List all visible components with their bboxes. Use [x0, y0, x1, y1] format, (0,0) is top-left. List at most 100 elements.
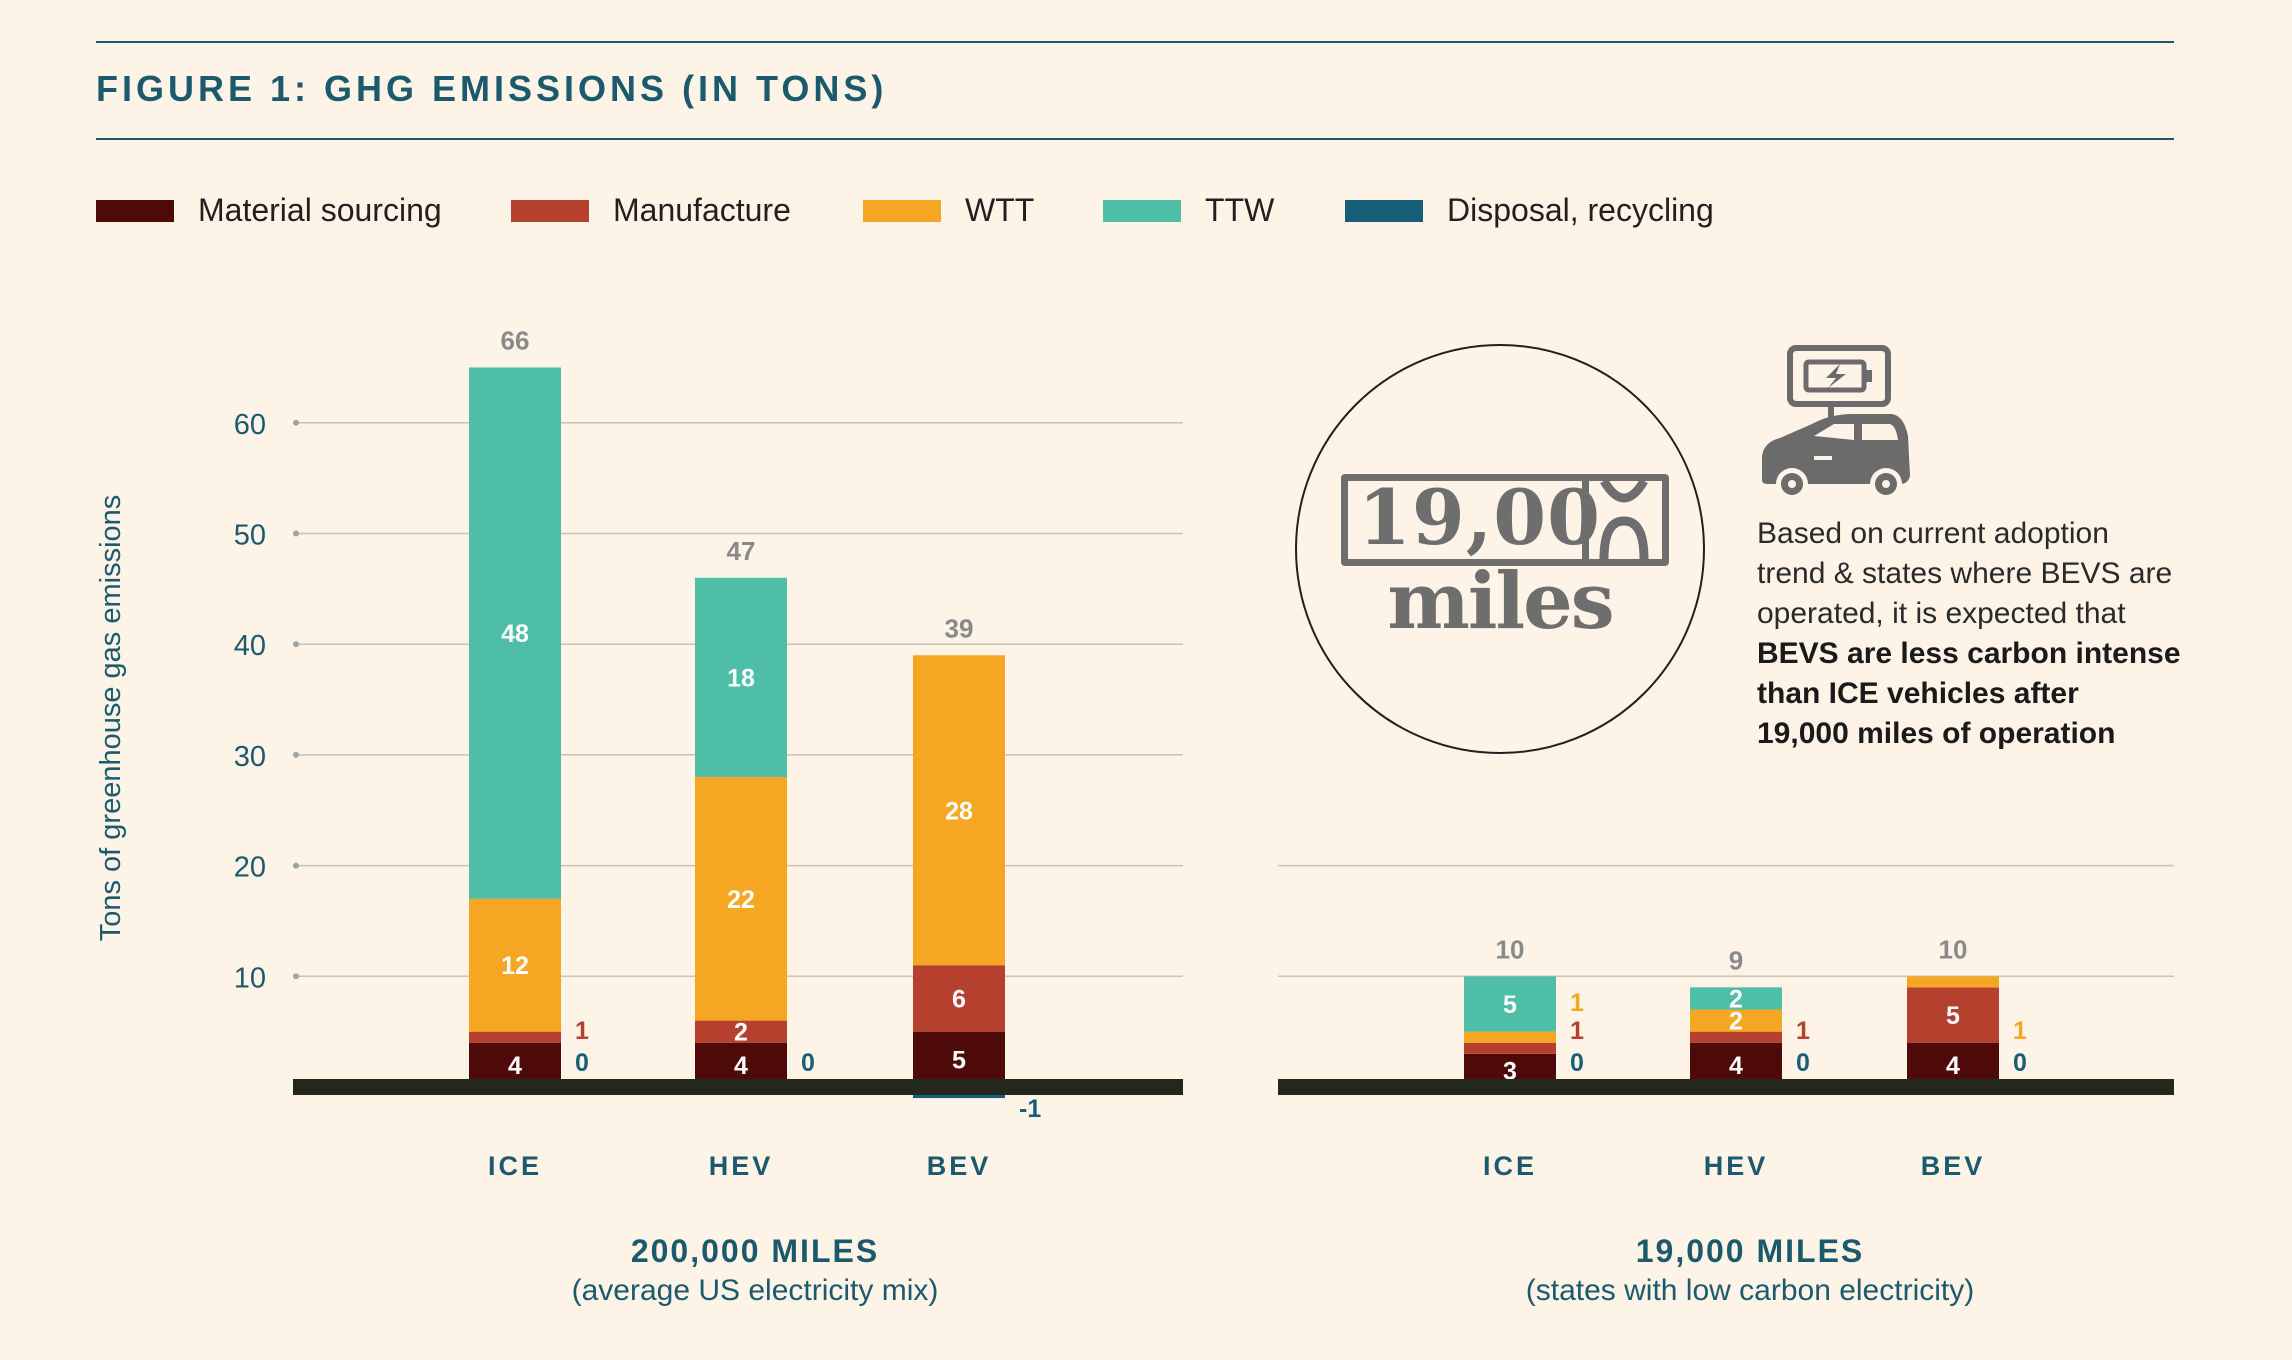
- y-tick-label: 40: [234, 630, 266, 662]
- x-tick-label: ICE: [488, 1151, 542, 1181]
- x-tick-label: HEV: [1704, 1151, 1769, 1181]
- bar-segment-ttw: [695, 577, 787, 778]
- bar-segment-label: 5: [1503, 991, 1517, 1019]
- legend-item-material: Material sourcing: [96, 192, 442, 229]
- legend-label-material: Material sourcing: [198, 192, 442, 228]
- bar-segment-label: 2: [1729, 985, 1743, 1013]
- bar-segment-ttw: [469, 367, 561, 899]
- right-chart-title: 19,000 MILES: [1635, 1233, 1865, 1269]
- note-line: trend & states where BEVS are: [1757, 557, 2173, 590]
- bar-segment-label: 22: [727, 886, 755, 914]
- note-line-bold: BEVS are less carbon intense: [1757, 637, 2181, 670]
- x-tick-label: HEV: [709, 1151, 774, 1181]
- bar-segment-label: 6: [952, 985, 966, 1013]
- bar-segment-wtt: [1690, 1009, 1782, 1032]
- odometer-number: 19,00: [1358, 474, 1601, 562]
- bar-side-label: 0: [575, 1049, 589, 1077]
- y-tick-dot: [293, 530, 299, 537]
- y-tick-dot: [293, 862, 299, 869]
- bar-total-label: 10: [1939, 934, 1968, 964]
- bar-segment-label: 4: [1946, 1052, 1960, 1080]
- bar-side-label: 1: [2013, 1017, 2027, 1045]
- bar-segment-manufacture: [1907, 987, 1999, 1043]
- bar-side-label: 1: [575, 1017, 589, 1045]
- y-tick-label: 50: [234, 520, 266, 552]
- bar-segment-manufacture: [1690, 1031, 1782, 1043]
- bar-segment-label: 5: [952, 1046, 966, 1074]
- y-tick-label: 60: [234, 409, 266, 441]
- note-line: operated, it is expected that: [1757, 597, 2126, 630]
- bar-segment-ttw: [1464, 976, 1556, 1032]
- bar-segment-label: 4: [508, 1052, 522, 1080]
- title-rule: [96, 138, 2174, 140]
- bar-segment-label: 18: [727, 664, 755, 692]
- legend-label-ttw: TTW: [1205, 192, 1275, 228]
- legend-label-manufacture: Manufacture: [613, 192, 791, 228]
- x-tick-label: BEV: [927, 1151, 992, 1181]
- charging-car-icon: [1762, 345, 1910, 500]
- bar-side-label: 0: [1570, 1049, 1584, 1077]
- bar-total-label: 66: [501, 325, 530, 355]
- bar-segment-label: 4: [734, 1052, 748, 1080]
- bar-side-label: -1: [1019, 1095, 1041, 1123]
- odometer-rolling-digit-icon: [1599, 481, 1649, 559]
- bar-segment-manufacture: [1464, 1042, 1556, 1054]
- y-tick-label: 20: [234, 852, 266, 884]
- legend-swatch-wtt: [863, 199, 941, 222]
- y-tick-label: 10: [234, 962, 266, 994]
- legend-swatch-ttw: [1103, 199, 1181, 222]
- bar-segment-label: 2: [1729, 1008, 1743, 1036]
- bar-segment-wtt: [469, 898, 561, 1032]
- figure-title: FIGURE 1: GHG EMISSIONS (IN TONS): [96, 68, 888, 109]
- note-line: Based on current adoption: [1757, 517, 2109, 550]
- y-tick-dot: [293, 973, 299, 980]
- odometer-separator: [1582, 481, 1589, 559]
- bar-segment-label: 28: [945, 797, 973, 825]
- y-tick-dot: [293, 751, 299, 758]
- top-rule: [96, 41, 2174, 43]
- bar-total-label: 10: [1496, 934, 1525, 964]
- left-chart-subtitle: (average US electricity mix): [571, 1274, 939, 1307]
- bar-side-label: 1: [1796, 1017, 1810, 1045]
- bar-segment-label: 12: [501, 952, 529, 980]
- odometer-box: 19,00: [1341, 474, 1669, 566]
- badge-miles-word: miles: [1387, 556, 1614, 647]
- bar-segment-label: 48: [501, 620, 529, 648]
- legend-item-wtt: WTT: [863, 192, 1034, 229]
- bar-segment-manufacture: [469, 1031, 561, 1043]
- right-chart-subtitle: (states with low carbon electricity): [1525, 1274, 1975, 1307]
- left-chart-caption: 200,000 MILES (average US electricity mi…: [455, 1233, 1055, 1308]
- legend-label-wtt: WTT: [965, 192, 1035, 228]
- bar-segment-wtt: [1907, 976, 1999, 988]
- bar-segment-wtt: [913, 655, 1005, 966]
- bar-segment-manufacture: [913, 965, 1005, 1032]
- x-tick-label: BEV: [1921, 1151, 1986, 1181]
- baseline-axis: [1278, 1079, 2174, 1095]
- bar-segment-wtt: [1464, 1031, 1556, 1043]
- legend-swatch-disposal: [1345, 199, 1423, 222]
- right-chart-caption: 19,000 MILES (states with low carbon ele…: [1450, 1233, 2050, 1308]
- bar-segment-label: 3: [1503, 1057, 1517, 1085]
- bar-segment-wtt: [695, 777, 787, 1021]
- x-tick-label: ICE: [1483, 1151, 1537, 1181]
- bar-segment-material: [913, 1031, 1005, 1087]
- baseline-axis: [293, 1079, 1183, 1095]
- legend-swatch-manufacture: [511, 199, 589, 222]
- note-line-bold: than ICE vehicles after: [1757, 677, 2079, 710]
- bar-side-label: 0: [1796, 1049, 1810, 1077]
- bar-total-label: 47: [727, 536, 756, 566]
- legend-item-manufacture: Manufacture: [511, 192, 791, 229]
- note-text: Based on current adoption trend & states…: [1757, 514, 2197, 754]
- bar-total-label: 39: [945, 613, 974, 643]
- legend-item-disposal: Disposal, recycling: [1345, 192, 1714, 229]
- legend-item-ttw: TTW: [1103, 192, 1274, 229]
- bar-side-label: 1: [1570, 989, 1584, 1017]
- legend-swatch-material: [96, 199, 174, 222]
- miles-badge: 19,00 miles: [1295, 344, 1705, 754]
- y-tick-label: 30: [234, 741, 266, 773]
- legend-label-disposal: Disposal, recycling: [1447, 192, 1714, 228]
- bar-side-label: 1: [1570, 1017, 1584, 1045]
- note-line-bold: 19,000 miles of operation: [1757, 717, 2116, 750]
- bar-segment-label: 4: [1729, 1052, 1743, 1080]
